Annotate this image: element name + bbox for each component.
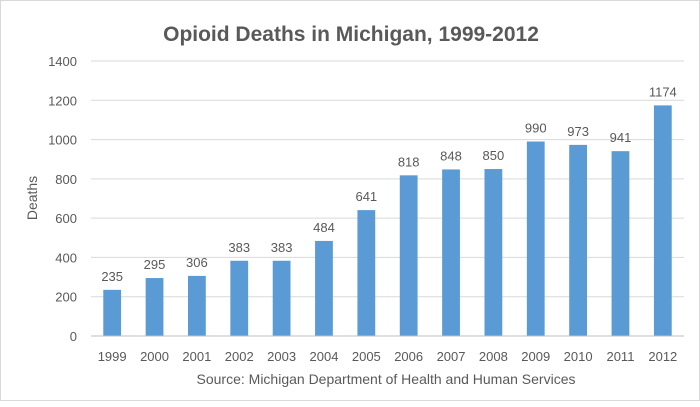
- bars: [103, 105, 672, 337]
- data-label-1999: 235: [101, 269, 123, 284]
- x-axis-label: Source: Michigan Department of Health an…: [197, 371, 576, 387]
- bar-2011: [611, 151, 630, 336]
- bar-2010: [569, 144, 588, 336]
- x-axis-ticks: 1999 2000 2001 2002 2003 2004 2005 2006 2007 2008…: [98, 349, 678, 364]
- x-tick-label-2010: 2010: [564, 349, 593, 364]
- x-tick-label-2009: 2009: [521, 349, 550, 364]
- y-tick-label: 0: [70, 329, 77, 344]
- y-tick-label: 600: [55, 211, 77, 226]
- x-tick-label-2004: 2004: [310, 349, 339, 364]
- bar-2006: [399, 175, 418, 336]
- data-label-2004: 484: [313, 220, 335, 235]
- bar-2008: [484, 169, 503, 336]
- bar-2009: [526, 141, 545, 336]
- data-labels: 235 295 306 383 383 484 641 818 848 850 990 973 941 1…: [101, 84, 676, 283]
- data-label-2012: 1174: [649, 84, 677, 99]
- y-tick-label: 800: [55, 172, 77, 187]
- y-tick-label: 400: [55, 250, 77, 265]
- y-tick-label: 1400: [48, 54, 77, 69]
- y-tick-label: 200: [55, 290, 77, 305]
- x-tick-label-2011: 2011: [606, 349, 634, 364]
- bar-2000: [145, 278, 164, 336]
- x-tick-label-2000: 2000: [140, 349, 169, 364]
- data-label-2006: 818: [398, 154, 420, 169]
- chart-title: Opioid Deaths in Michigan, 1999-2012: [163, 23, 539, 46]
- bar-2012: [653, 105, 672, 337]
- bar-2002: [230, 260, 249, 336]
- x-tick-label-2007: 2007: [437, 349, 466, 364]
- bar-2005: [357, 210, 376, 336]
- y-axis-ticks: 0 200 400 600 800 1000 1200 1400: [48, 54, 77, 344]
- x-tick-label-2006: 2006: [394, 349, 423, 364]
- data-label-2002: 383: [228, 240, 250, 255]
- y-axis-label: Deaths: [24, 176, 40, 220]
- bar-1999: [103, 289, 122, 336]
- y-tick-label: 1200: [48, 93, 77, 108]
- data-label-2011: 941: [610, 130, 632, 145]
- gridlines: [91, 60, 684, 298]
- x-tick-label-2002: 2002: [225, 349, 254, 364]
- data-label-2005: 641: [355, 189, 377, 204]
- x-tick-label-2005: 2005: [352, 349, 381, 364]
- x-tick-label-1999: 1999: [98, 349, 127, 364]
- data-label-2000: 295: [144, 257, 166, 272]
- data-label-2009: 990: [525, 121, 547, 136]
- x-tick-label-2008: 2008: [479, 349, 508, 364]
- data-label-2008: 850: [483, 148, 505, 163]
- y-tick-label: 1000: [48, 133, 77, 148]
- data-label-2007: 848: [440, 148, 462, 163]
- bar-2007: [442, 169, 460, 336]
- data-label-2010: 973: [567, 124, 589, 139]
- bar-2004: [315, 240, 333, 336]
- x-tick-label-2001: 2001: [182, 349, 211, 364]
- bar-2001: [187, 275, 206, 336]
- x-tick-label-2012: 2012: [648, 349, 677, 364]
- data-label-2001: 306: [186, 255, 208, 270]
- bar-2003: [272, 260, 291, 336]
- x-tick-label-2003: 2003: [267, 349, 296, 364]
- data-label-2003: 383: [271, 240, 293, 255]
